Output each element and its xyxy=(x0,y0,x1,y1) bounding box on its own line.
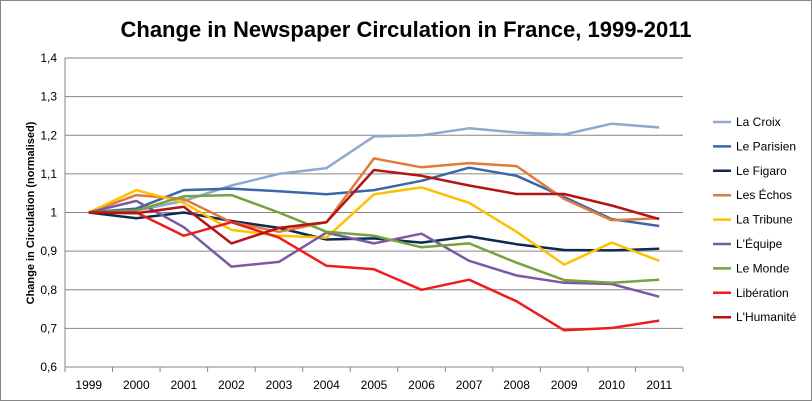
y-tick-label: 0,6 xyxy=(40,360,57,374)
legend-label: L'Équipe xyxy=(736,236,783,251)
y-tick-label: 1 xyxy=(50,206,57,220)
x-tick-label: 1999 xyxy=(75,378,102,392)
y-tick-label: 1,2 xyxy=(40,128,57,142)
x-tick-label: 2007 xyxy=(456,378,483,392)
series-line-liberation xyxy=(88,211,660,332)
legend-label: Le Figaro xyxy=(736,164,787,178)
legend-label: Le Parisien xyxy=(736,139,796,153)
legend-label: La Croix xyxy=(736,115,781,129)
legend-box xyxy=(709,97,807,337)
x-tick-label: 2000 xyxy=(123,378,150,392)
x-tick-label: 2005 xyxy=(361,378,388,392)
y-tick-label: 1,4 xyxy=(40,51,57,65)
y-tick-label: 0,9 xyxy=(40,244,57,258)
x-tick-label: 2008 xyxy=(503,378,530,392)
series-lines xyxy=(88,122,660,332)
x-tick-label: 2009 xyxy=(551,378,578,392)
y-tick-label: 1,3 xyxy=(40,90,57,104)
legend-label: La Tribune xyxy=(736,213,793,227)
series-line-la-tribune xyxy=(88,186,660,266)
x-tick-label: 2002 xyxy=(218,378,245,392)
legend-label: L'Humanité xyxy=(736,310,797,324)
series-line-la-croix xyxy=(88,122,660,214)
x-tick-label: 2011 xyxy=(646,378,672,392)
chart-title: Change in Newspaper Circulation in Franc… xyxy=(121,17,692,42)
y-axis-label: Change in Circulation (normalised) xyxy=(25,121,37,304)
legend-label: Les Échos xyxy=(736,187,792,202)
legend: La Croix Le Parisien Le Figaro Les Échos La … xyxy=(709,97,807,337)
x-tick-label: 2001 xyxy=(170,378,197,392)
x-tick-label: 2003 xyxy=(266,378,293,392)
y-tick-label: 1,1 xyxy=(40,167,57,181)
x-tick-label: 2010 xyxy=(598,378,625,392)
y-tick-label: 0,8 xyxy=(40,283,57,297)
x-tick-label: 2004 xyxy=(313,378,340,392)
series-line-l-equipe xyxy=(88,199,660,298)
axes: 0,6 0,7 0,8 0,9 1 1,1 1,2 1,3 1,4 1999 2000 2001 200… xyxy=(40,51,684,392)
legend-label: Le Monde xyxy=(736,261,790,275)
series-line-le-figaro xyxy=(88,211,660,252)
series-line-l-humanite xyxy=(88,168,660,245)
x-tick-label: 2006 xyxy=(408,378,435,392)
series-line-les-echos xyxy=(88,157,660,234)
legend-label: Libération xyxy=(736,286,789,300)
series-line-le-parisien xyxy=(88,166,660,228)
series-line-le-monde xyxy=(88,193,660,285)
y-tick-label: 0,7 xyxy=(40,321,57,335)
